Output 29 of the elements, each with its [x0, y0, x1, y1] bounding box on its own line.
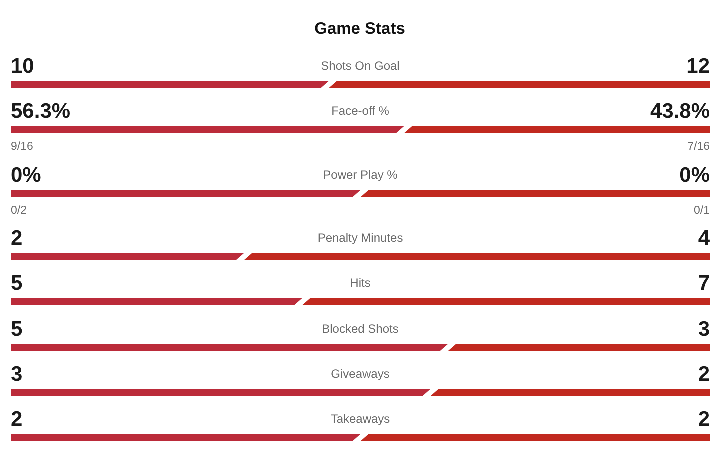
y-tick-label: Face-off %	[332, 104, 390, 118]
data-label: 4	[698, 227, 710, 250]
data-label: 56.3%	[11, 100, 71, 123]
annotation: 7/16	[688, 141, 710, 153]
y-tick-label: Shots On Goal	[321, 59, 400, 73]
chart-title: Game Stats	[314, 20, 406, 38]
y-tick-label: Blocked Shots	[322, 322, 399, 336]
annotation: 0/2	[11, 205, 27, 217]
y-tick-label: Penalty Minutes	[318, 231, 404, 245]
y-tick-label: Takeaways	[330, 412, 390, 426]
data-label: 2	[11, 408, 23, 431]
data-label: 5	[11, 272, 23, 295]
y-tick-label: Power Play %	[323, 168, 398, 182]
annotation: 0%	[11, 164, 42, 187]
data-label: 3	[698, 318, 710, 341]
annotation: 9/16	[11, 141, 34, 153]
data-label: 7	[698, 272, 710, 295]
annotation: 0%	[680, 164, 710, 187]
data-label: 2	[698, 408, 710, 431]
annotation: 0/1	[694, 205, 710, 217]
data-label: 2	[698, 363, 710, 386]
y-tick-label: Hits	[350, 276, 371, 290]
data-label: 12	[686, 55, 710, 78]
data-label: 5	[11, 318, 23, 341]
y-tick-label: Giveaways	[331, 367, 390, 381]
data-label: 43.8%	[650, 100, 710, 123]
data-label: 10	[11, 55, 34, 78]
data-label: 2	[11, 227, 23, 250]
data-label: 3	[11, 363, 23, 386]
